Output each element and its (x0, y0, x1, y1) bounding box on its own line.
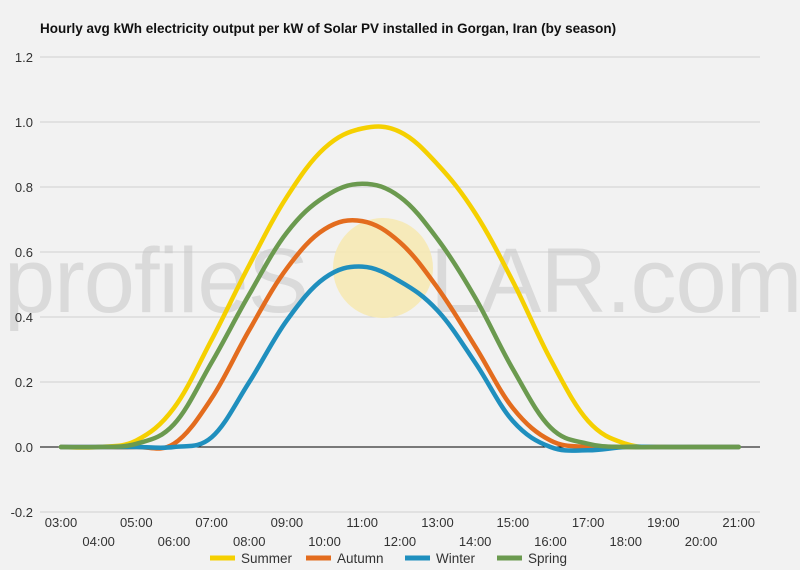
y-tick-label: 0.6 (15, 245, 33, 260)
watermark-sun-icon (333, 218, 433, 318)
x-tick-label: 17:00 (572, 515, 605, 530)
y-axis-ticks: -0.2 0.0 0.2 0.4 0.6 0.8 1.0 1.2 (11, 50, 33, 520)
legend-label-spring: Spring (528, 551, 567, 566)
x-tick-label: 05:00 (120, 515, 153, 530)
y-tick-label: -0.2 (11, 505, 33, 520)
x-tick-label: 16:00 (534, 534, 567, 549)
series-line-summer (58, 124, 741, 450)
legend-label-summer: Summer (241, 551, 293, 566)
x-tick-label: 11:00 (346, 515, 378, 530)
x-tick-label: 14:00 (459, 534, 492, 549)
x-tick-label: 07:00 (195, 515, 228, 530)
legend-label-winter: Winter (436, 551, 476, 566)
y-tick-label: 1.0 (15, 115, 33, 130)
series-lines (58, 124, 741, 453)
legend-label-autumn: Autumn (337, 551, 384, 566)
watermark-text-right: LAR.com (430, 230, 800, 332)
x-tick-label: 03:00 (45, 515, 78, 530)
y-tick-label: 0.2 (15, 375, 33, 390)
x-tick-label: 08:00 (233, 534, 266, 549)
x-tick-label: 09:00 (271, 515, 304, 530)
x-axis-ticks: 03:00 04:00 05:00 06:00 07:00 08:00 09:00 10:00… (45, 515, 755, 549)
x-tick-label: 19:00 (647, 515, 680, 530)
x-tick-label: 10:00 (308, 534, 341, 549)
watermark-text-left: profileS (4, 230, 308, 332)
watermark: profileS LAR.com (4, 218, 800, 332)
x-tick-label: 21:00 (722, 515, 755, 530)
series-line-spring (58, 181, 741, 450)
x-tick-label: 15:00 (497, 515, 530, 530)
x-tick-label: 06:00 (158, 534, 191, 549)
x-tick-label: 12:00 (384, 534, 417, 549)
x-tick-label: 04:00 (82, 534, 115, 549)
chart-title: Hourly avg kWh electricity output per kW… (40, 21, 616, 36)
x-tick-label: 18:00 (609, 534, 642, 549)
y-tick-label: 0.8 (15, 180, 33, 195)
y-tick-label: 0.0 (15, 440, 33, 455)
x-tick-label: 13:00 (421, 515, 454, 530)
legend: Summer Autumn Winter Spring (210, 551, 567, 566)
y-tick-label: 1.2 (15, 50, 33, 65)
y-tick-label: 0.4 (15, 310, 33, 325)
x-tick-label: 20:00 (685, 534, 718, 549)
